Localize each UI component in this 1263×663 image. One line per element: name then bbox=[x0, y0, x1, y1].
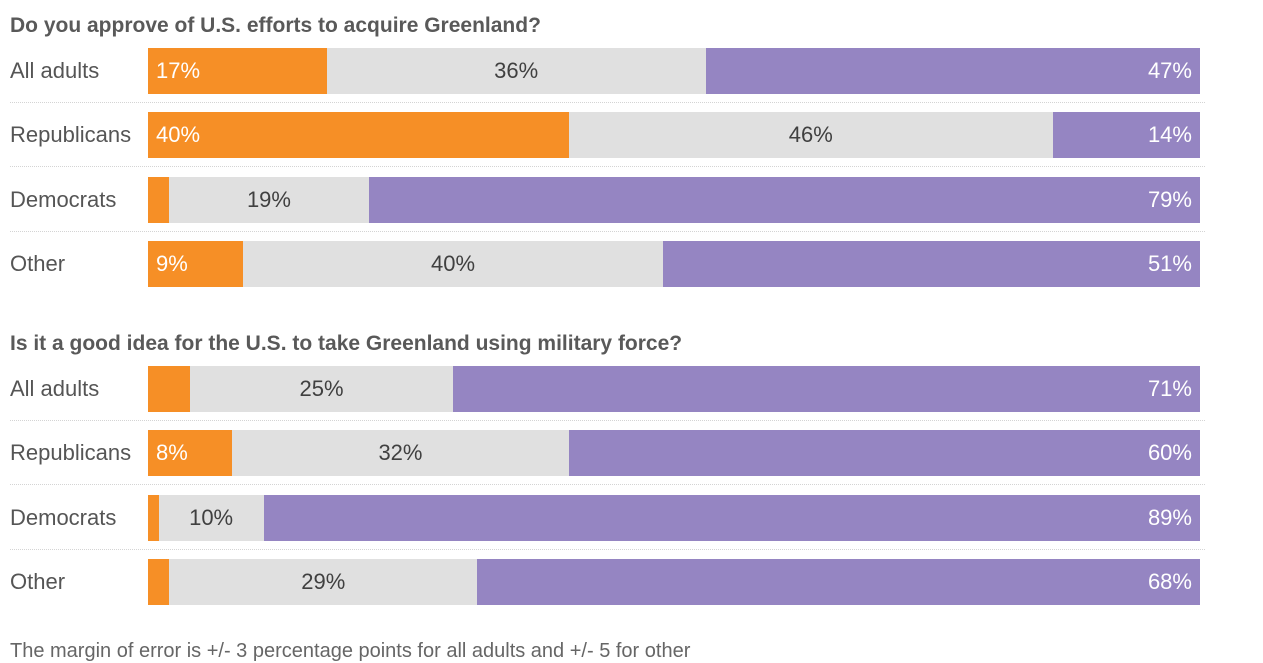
data-label: 47% bbox=[1147, 58, 1192, 83]
category-label: Other bbox=[10, 250, 66, 276]
bar-segment-c: 47% bbox=[705, 48, 1200, 94]
data-label: 68% bbox=[1147, 568, 1192, 594]
data-label: 60% bbox=[1147, 440, 1192, 466]
stacked-bar: 17% 36% 47% bbox=[148, 48, 1200, 94]
data-label: 9% bbox=[156, 250, 188, 276]
row-separator bbox=[10, 230, 1205, 232]
data-label: 40% bbox=[431, 250, 476, 276]
data-label: 89% bbox=[1147, 504, 1192, 530]
data-label: 25% bbox=[299, 376, 344, 401]
bar-row: Other 29% 68% bbox=[0, 558, 1263, 623]
bar-row: Republicans 8% 32% 60% bbox=[0, 430, 1263, 494]
row-separator bbox=[10, 420, 1205, 421]
bar-segment-c: 71% bbox=[453, 366, 1200, 412]
bar-segment-a bbox=[148, 366, 191, 412]
chart-military-force: Is it a good idea for the U.S. to take G… bbox=[0, 328, 1263, 618]
bar-row: Republicans 40% 46% 14% bbox=[0, 112, 1263, 176]
stacked-bar: 8% 32% 60% bbox=[148, 430, 1200, 477]
data-label: 14% bbox=[1147, 122, 1192, 148]
stacked-bar: 40% 46% 14% bbox=[148, 112, 1200, 159]
data-label: 19% bbox=[246, 186, 291, 212]
stacked-bar: 25% 71% bbox=[148, 366, 1200, 412]
bar-segment-a bbox=[148, 558, 170, 605]
bar-segment-c: 14% bbox=[1052, 112, 1200, 159]
bar-segment-b: 10% bbox=[158, 494, 264, 541]
data-label: 36% bbox=[494, 58, 539, 83]
category-label: All adults bbox=[10, 376, 100, 401]
bar-segment-a: 17% bbox=[148, 48, 327, 94]
data-label: 17% bbox=[156, 58, 201, 83]
row-separator bbox=[10, 548, 1205, 550]
data-label: 40% bbox=[156, 122, 201, 148]
category-label: Republicans bbox=[10, 122, 132, 148]
stacked-bar: 29% 68% bbox=[148, 558, 1200, 605]
bar-segment-a: 8% bbox=[148, 430, 233, 477]
bar-row: All adults 25% 71% bbox=[0, 366, 1263, 430]
footnote: The margin of error is +/- 3 percentage … bbox=[10, 640, 691, 662]
data-label: 29% bbox=[301, 568, 346, 594]
bar-segment-b: 36% bbox=[326, 48, 706, 94]
category-label: Other bbox=[10, 568, 66, 594]
chart-title: Is it a good idea for the U.S. to take G… bbox=[10, 332, 683, 355]
category-label: All adults bbox=[10, 58, 100, 83]
bar-segment-b: 46% bbox=[568, 112, 1053, 159]
category-label: Democrats bbox=[10, 504, 117, 530]
data-label: 79% bbox=[1147, 186, 1192, 212]
chart-title: Do you approve of U.S. efforts to acquir… bbox=[10, 14, 541, 37]
bar-segment-a bbox=[148, 494, 159, 541]
data-label: 71% bbox=[1147, 376, 1192, 401]
bar-segment-b: 32% bbox=[232, 430, 569, 477]
bar-segment-a bbox=[148, 176, 170, 223]
data-label: 32% bbox=[378, 440, 423, 466]
data-label: 51% bbox=[1147, 250, 1192, 276]
chart-acquire-greenland: Do you approve of U.S. efforts to acquir… bbox=[0, 10, 1263, 300]
bar-row: All adults 17% 36% 47% bbox=[0, 48, 1263, 112]
data-label: 10% bbox=[189, 504, 234, 530]
row-separator bbox=[10, 102, 1205, 103]
bar-segment-c: 68% bbox=[477, 558, 1200, 605]
bar-segment-b: 29% bbox=[169, 558, 478, 605]
data-label: 8% bbox=[156, 440, 188, 466]
bar-segment-b: 40% bbox=[242, 240, 664, 287]
bar-segment-a: 9% bbox=[148, 240, 243, 287]
bar-segment-c: 60% bbox=[568, 430, 1200, 477]
bar-segment-c: 89% bbox=[263, 494, 1200, 541]
bar-segment-c: 79% bbox=[368, 176, 1200, 223]
bar-segment-c: 51% bbox=[663, 240, 1200, 287]
stacked-bar: 10% 89% bbox=[148, 494, 1200, 541]
row-separator bbox=[10, 484, 1205, 486]
stacked-bar: 19% 79% bbox=[148, 176, 1200, 223]
data-label: 46% bbox=[788, 122, 833, 148]
bar-segment-a: 40% bbox=[148, 112, 569, 159]
bar-row: Democrats 19% 79% bbox=[0, 176, 1263, 241]
row-separator bbox=[10, 166, 1205, 168]
category-label: Democrats bbox=[10, 186, 117, 212]
bar-row: Democrats 10% 89% bbox=[0, 494, 1263, 559]
bar-segment-b: 19% bbox=[169, 176, 369, 223]
bar-row: Other 9% 40% 51% bbox=[0, 240, 1263, 305]
bar-segment-b: 25% bbox=[190, 366, 454, 412]
category-label: Republicans bbox=[10, 440, 132, 466]
stacked-bar: 9% 40% 51% bbox=[148, 240, 1200, 287]
